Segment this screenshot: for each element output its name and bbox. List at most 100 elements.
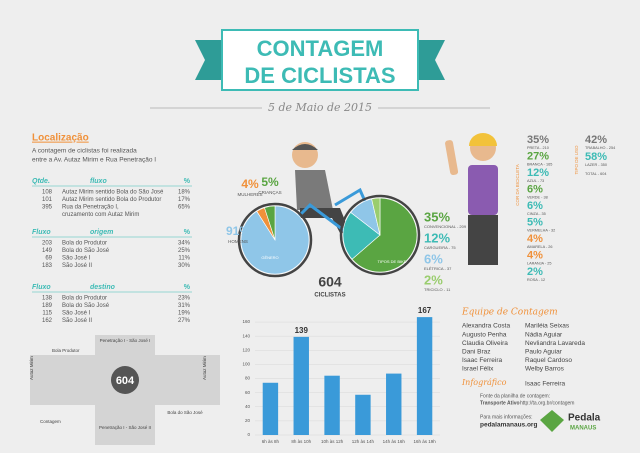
table-cell: 189 [42,303,53,309]
team-name: Raquel Cardoso [525,357,572,364]
bar [262,382,279,435]
table-header: origem [90,229,113,236]
total: 604 [318,274,342,290]
x-tick-label: 12h às 14h [352,439,375,444]
data-label: 2% [424,272,443,287]
x-tick-label: 10h às 12h [321,439,344,444]
table-header: Qtde. [32,178,50,185]
team-name: Claudia Oliveira [462,340,508,347]
data-label: 6% [424,251,443,266]
pie-title: TIPOS DE BIKE [378,259,407,264]
stat-title: TIPO DE USO [574,145,579,175]
category-label: TRICICLO - 11 [424,287,451,292]
stat-value: 4% [527,249,543,261]
logo-text: MANAUS [570,426,596,432]
y-tick-label: 160 [242,319,250,324]
table-cell: cruzamento com Autaz Mirim [62,212,139,218]
stat-value: 35% [527,134,549,146]
table-cell: 138 [42,296,53,302]
team-name: Isaac Ferreira [462,357,502,364]
y-tick-label: 80 [245,376,251,381]
team-name: Paulo Aguiar [525,349,563,356]
category-label: CONVENCIONAL - 209 [424,224,467,229]
pie-slice [351,197,418,273]
wheel-rim [237,202,313,278]
stat-label: CINZA - 35 [527,212,546,216]
table-cell: 31% [178,303,191,309]
title-box [221,29,419,91]
team-name: Isaac Ferreira [525,381,565,388]
table-cell: 395 [42,205,53,211]
diagram-label: Contagem [40,419,61,424]
data-label: 35% [424,209,450,224]
data-label: 139 [295,326,309,335]
table-cell: 30% [178,263,191,269]
pie-title: GÊNERO [261,255,278,260]
table-cell: São José II [62,318,92,324]
y-tick-label: 0 [247,432,250,437]
y-tick-label: 100 [242,362,250,367]
diagram-label: Bola do São José [167,410,203,415]
x-tick-label: 16h às 19h [413,439,436,444]
x-tick-label: 8h às 10h [291,439,311,444]
stat-label: AMARELA - 26 [527,245,553,249]
table-header: fluxo [90,178,107,185]
logo-text: Pedala [568,413,601,424]
table-cell: 203 [42,241,53,247]
y-tick-label: 120 [242,347,250,352]
team-name: Nádia Aguiar [525,331,563,338]
data-label: 167 [418,306,432,315]
total-label: CICLISTAS [314,293,345,299]
table-cell: 69 [45,256,52,262]
y-tick-label: 20 [245,418,251,423]
stat-label: LAZER - 350 [585,163,607,167]
table-header: destino [90,284,116,291]
table-header: % [184,284,191,291]
description: entre a Av. Autaz Mirim e Rua Penetração… [32,157,156,164]
table-cell: Bola do Produtor [62,296,107,302]
helmet-person-illustration [445,133,498,265]
stat-value: 27% [527,150,549,162]
date: 5 de Maio de 2015 [268,101,372,114]
diagram-label: Bola Produtor [52,348,80,353]
table-header: Fluxo [32,229,51,236]
table-cell: 65% [178,205,191,211]
table-cell: São José I [62,256,91,262]
data-label: 4% [241,177,259,191]
title: CONTAGEM [257,36,384,61]
x-tick-label: 6h às 8h [262,439,280,444]
team-name: Israel Félix [462,366,494,373]
site: pedalamanaus.org [480,422,537,429]
source: Para mais informações: [480,414,533,420]
table-cell: 25% [178,248,191,254]
category-label: CARGUEIRA - 75 [424,245,456,250]
wheel-rim [339,194,421,276]
y-tick-label: 40 [245,404,251,409]
pie-slice [240,205,310,275]
table-cell: Autaz Mirim sentido Bola do São José [62,190,164,196]
pie-slice [342,211,381,260]
data-label: 12% [424,230,450,245]
table-cell: 149 [42,248,53,254]
source: Fonte da planilha de contagem: [480,393,550,399]
team-name: Mariléia Seixas [525,323,570,330]
stat-value: 5% [527,216,543,228]
bar [416,317,433,435]
title: DE CICLISTAS [244,63,395,88]
stat-total: TOTAL - 604 [585,172,606,176]
table-cell: 11% [178,256,190,262]
diagram-label: Penetração I - São José II [99,425,151,430]
diagram-center: 604 [116,375,135,387]
table-cell: São José I [62,311,91,317]
table-cell: São José II [62,263,92,269]
stat-value: 6% [527,183,543,195]
bar [355,394,371,435]
description: A contagem de ciclistas foi realizada [32,148,137,155]
category-label: ELÉTRICA - 37 [424,266,452,271]
data-label: 5% [261,175,279,189]
stat-value: 58% [585,151,607,163]
stat-label: VERDE - 38 [527,196,548,200]
team-name: Nevliandra Lavareda [525,340,585,347]
table-cell: 115 [42,311,52,317]
cyclist-illustration [273,142,383,242]
